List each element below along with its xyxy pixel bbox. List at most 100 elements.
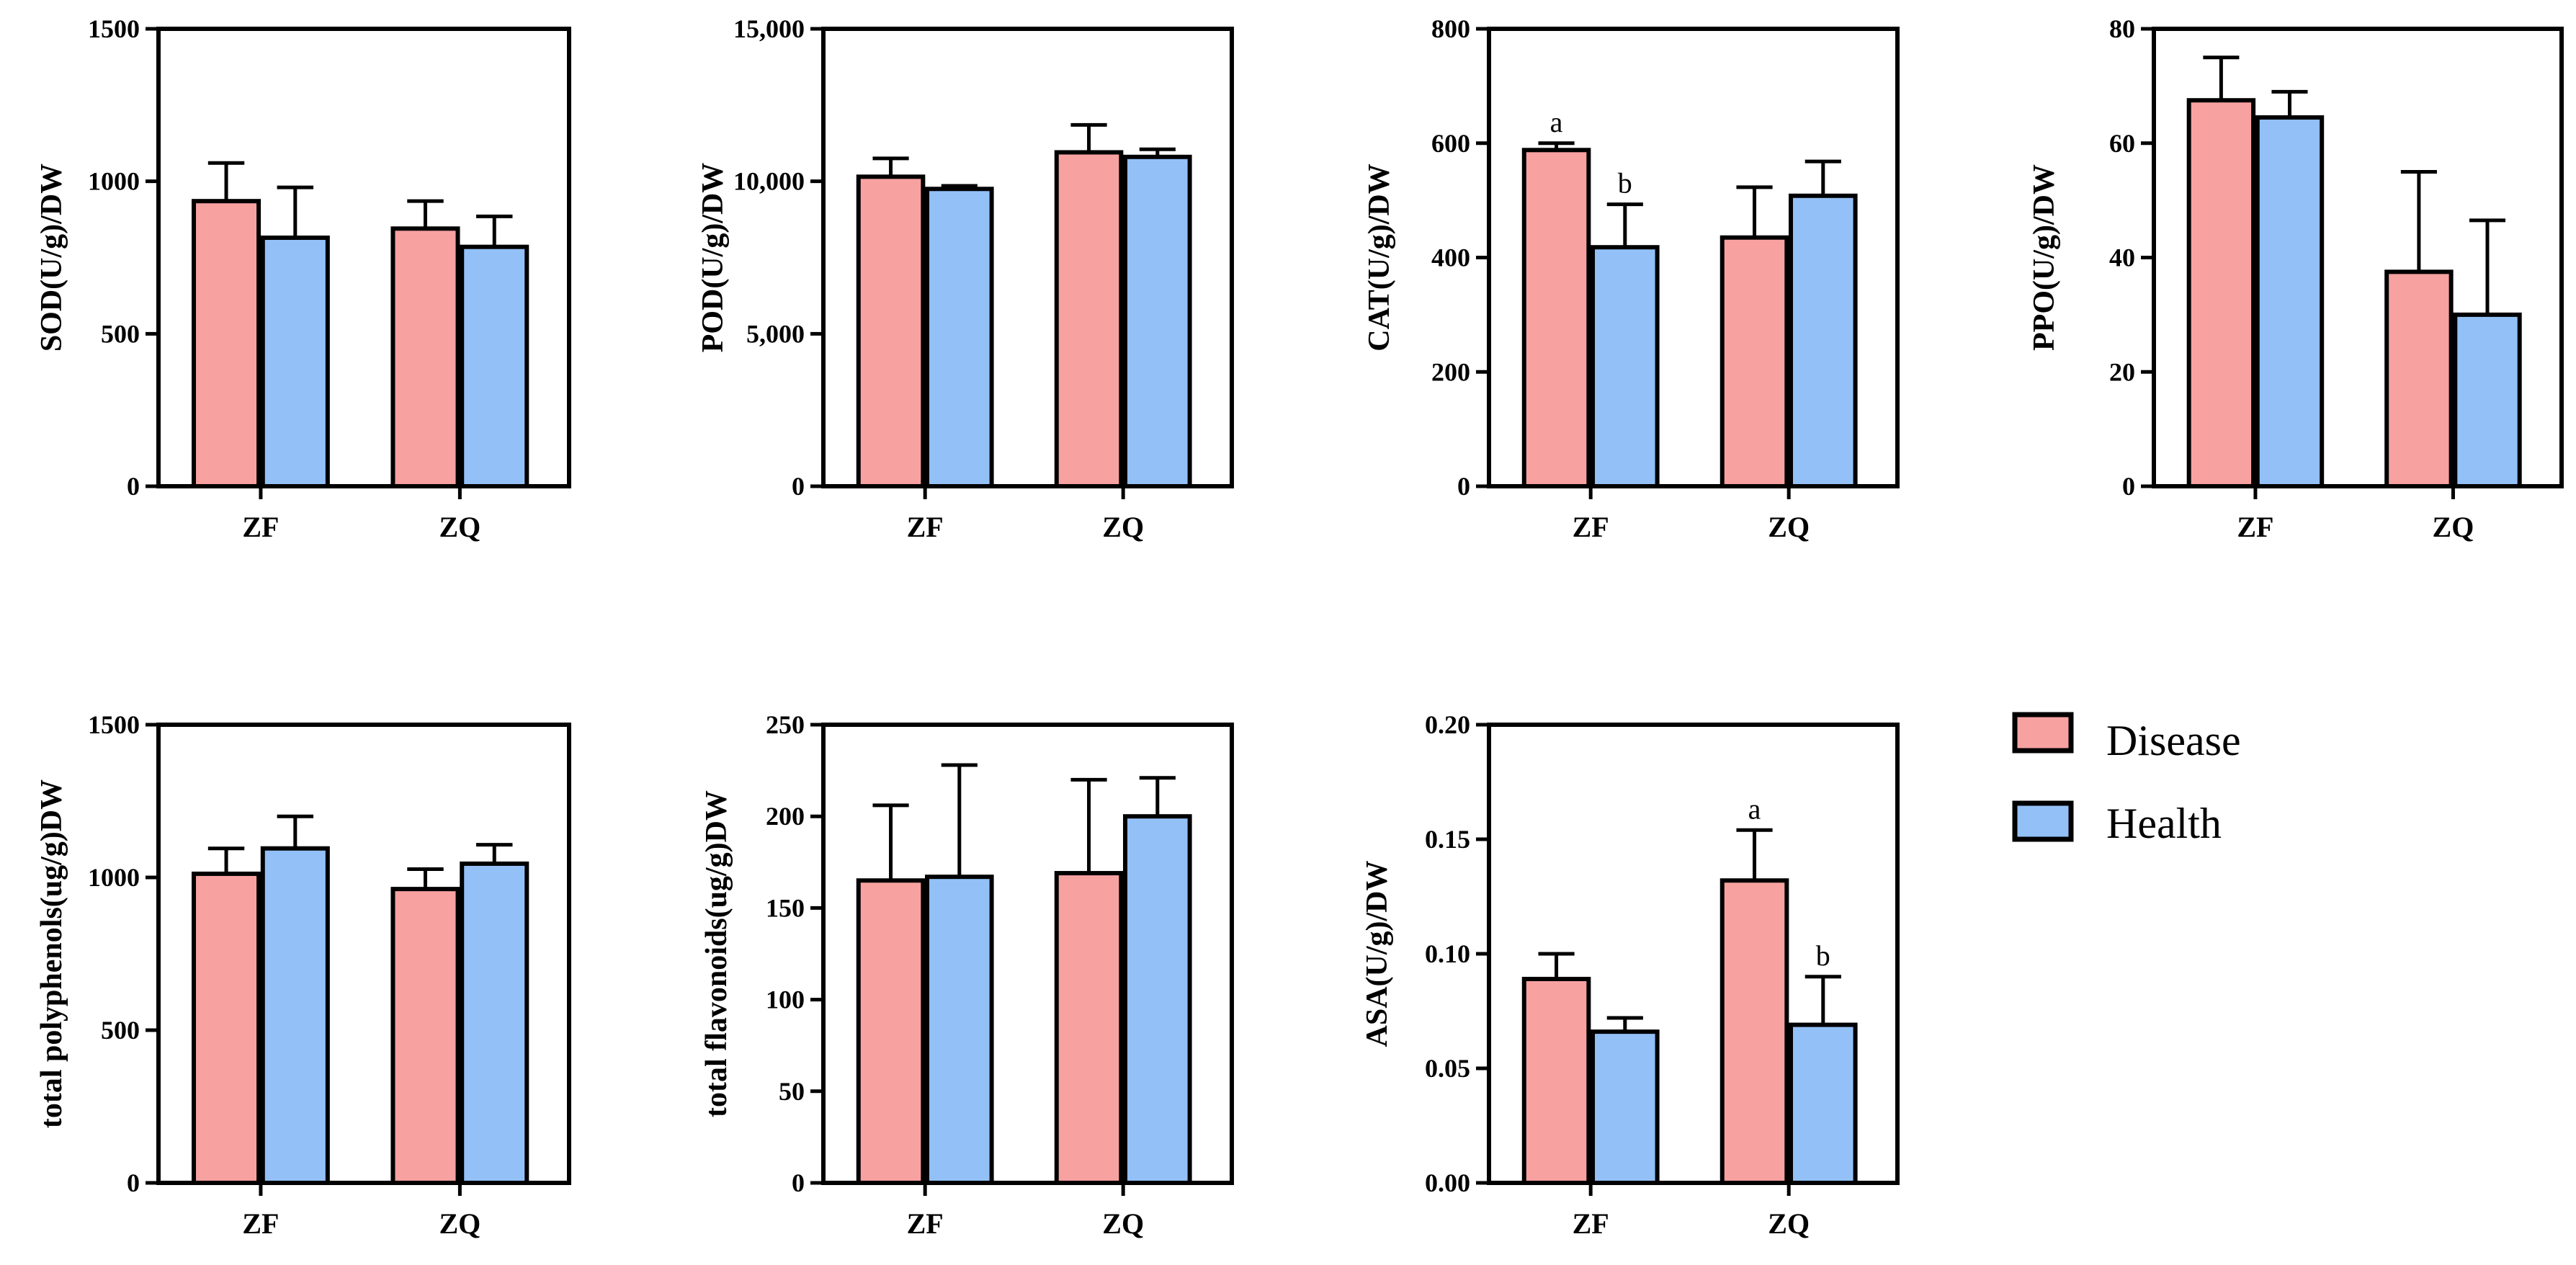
- legend-item-health: Health: [2012, 800, 2222, 847]
- bar-disease-zf: [856, 878, 926, 1185]
- x-tick-label: ZF: [2237, 511, 2273, 543]
- bar-health-zf: [260, 846, 330, 1185]
- bar-disease-zf: [192, 871, 261, 1185]
- bar-disease-zq: [1054, 150, 1124, 488]
- bar-health-zq: [1123, 154, 1192, 489]
- bar-health-zq: [1789, 193, 1858, 488]
- y-tick-label: 5,000: [746, 319, 805, 348]
- plot-frame: [1487, 27, 1900, 488]
- legend-swatch-health: [2012, 800, 2074, 842]
- y-tick-label: 10,000: [733, 167, 805, 196]
- bar-health-zf: [2255, 115, 2325, 488]
- y-tick-label: 0.00: [1425, 1168, 1470, 1197]
- bar-disease-zf: [856, 174, 926, 488]
- chart-asa: ASA(U/g)/DW 0.00 0.05 0.10 0.15 0.20 ZF a b ZQ: [1361, 710, 1900, 1240]
- y-axis-label: total polyphenols(ug/g)DW: [35, 779, 68, 1128]
- bar-health-zq: [460, 244, 529, 488]
- legend-swatch-disease: [2012, 712, 2074, 754]
- bar-health-zq: [2453, 312, 2522, 488]
- plot-frame: [821, 723, 1234, 1185]
- y-tick-label: 80: [2109, 14, 2135, 43]
- x-tick-label: ZQ: [1102, 511, 1144, 543]
- x-tick-label: ZF: [907, 1207, 944, 1240]
- bar-health-zf: [1591, 245, 1660, 488]
- y-tick-label: 1500: [88, 710, 140, 739]
- y-tick-label: 1500: [88, 14, 140, 43]
- y-tick-label: 0: [127, 472, 140, 501]
- y-tick-label: 500: [101, 1016, 140, 1045]
- x-tick-label: ZQ: [1768, 511, 1810, 543]
- y-tick-label: 200: [766, 802, 805, 831]
- bar-disease-zf: [1521, 976, 1591, 1185]
- x-tick-label: ZQ: [1102, 1207, 1144, 1240]
- y-tick-label: 20: [2109, 357, 2135, 386]
- y-axis-label: POD(U/g)/DW: [697, 163, 730, 353]
- x-tick-label: ZF: [1573, 511, 1609, 543]
- chart-polyphenols: total polyphenols(ug/g)DW 0 500 1000 1500 ZF Z…: [35, 710, 571, 1240]
- chart-pod: POD(U/g)/DW 0 5,000 10,000 15,000 ZF ZQ: [697, 14, 1234, 543]
- bar-health-zf: [925, 187, 994, 488]
- y-tick-label: 60: [2109, 129, 2135, 158]
- chart-ppo: PPO(U/g)/DW 0 20 40 60 80 ZF ZQ: [2028, 14, 2564, 543]
- y-tick-label: 0: [127, 1168, 140, 1197]
- legend-item-disease: Disease: [2012, 712, 2241, 764]
- x-tick-label: ZF: [1573, 1207, 1609, 1240]
- y-axis-label: total flavonoids(ug/g)DW: [700, 790, 733, 1117]
- y-tick-label: 0.20: [1425, 710, 1470, 739]
- plot-frame: [156, 27, 571, 488]
- bar-disease-zf: [2186, 98, 2256, 488]
- significance-letter: b: [1816, 939, 1830, 972]
- y-axis-label: PPO(U/g)/DW: [2028, 164, 2061, 351]
- x-tick-label: ZF: [907, 511, 944, 543]
- legend-label-disease: Disease: [2106, 717, 2241, 764]
- plot-frame: [156, 723, 571, 1185]
- y-tick-label: 0.15: [1425, 825, 1470, 854]
- x-tick-label: ZF: [242, 511, 279, 543]
- y-tick-label: 0: [1457, 472, 1470, 501]
- y-axis-label: ASA(U/g)/DW: [1361, 861, 1394, 1047]
- bar-health-zq: [460, 861, 529, 1186]
- bar-disease-zf: [1521, 148, 1591, 488]
- chart-sod: SOD(U/g)/DW 0 500 1000 1500 ZF ZQ: [35, 14, 571, 543]
- y-axis-label: CAT(U/g)/DW: [1363, 164, 1396, 352]
- y-tick-label: 0.05: [1425, 1054, 1470, 1083]
- y-tick-label: 150: [766, 893, 805, 922]
- y-tick-label: 0.10: [1425, 939, 1470, 968]
- x-tick-label: ZQ: [1768, 1207, 1810, 1240]
- significance-letter: a: [1748, 792, 1761, 825]
- y-tick-label: 1000: [88, 863, 140, 892]
- chart-cat: CAT(U/g)/DW 0 200 400 600 800 a b ZF ZQ: [1363, 14, 1900, 543]
- plot-frame: [821, 27, 1234, 488]
- y-tick-label: 40: [2109, 243, 2135, 272]
- y-tick-label: 200: [1431, 357, 1470, 386]
- x-tick-label: ZQ: [2433, 511, 2474, 543]
- y-tick-label: 0: [2122, 472, 2135, 501]
- plot-frame: [2152, 27, 2564, 488]
- x-tick-label: ZF: [242, 1207, 279, 1240]
- legend-label-health: Health: [2106, 800, 2222, 847]
- bar-health-zf: [925, 875, 994, 1185]
- bar-disease-zq: [1054, 871, 1124, 1185]
- bar-health-zf: [260, 235, 330, 488]
- bar-disease-zq: [390, 887, 460, 1186]
- chart-flavonoids: total flavonoids(ug/g)DW 0 50 100 150 200 250 Z…: [700, 710, 1234, 1240]
- y-axis-label: SOD(U/g)/DW: [35, 164, 68, 352]
- x-tick-label: ZQ: [439, 511, 480, 543]
- y-tick-label: 15,000: [733, 14, 805, 43]
- y-tick-label: 1000: [88, 167, 140, 196]
- significance-letter: b: [1618, 167, 1632, 200]
- bar-health-zq: [1789, 1022, 1858, 1185]
- y-tick-label: 400: [1431, 243, 1470, 272]
- bar-health-zq: [1123, 814, 1192, 1185]
- plot-frame: [1487, 723, 1900, 1185]
- x-tick-label: ZQ: [439, 1207, 480, 1240]
- bar-health-zf: [1591, 1029, 1660, 1185]
- bar-disease-zq: [390, 226, 460, 488]
- y-tick-label: 500: [101, 319, 140, 348]
- y-tick-label: 0: [792, 472, 805, 501]
- y-tick-label: 800: [1431, 14, 1470, 43]
- y-tick-label: 100: [766, 985, 805, 1014]
- bar-disease-zf: [192, 199, 261, 488]
